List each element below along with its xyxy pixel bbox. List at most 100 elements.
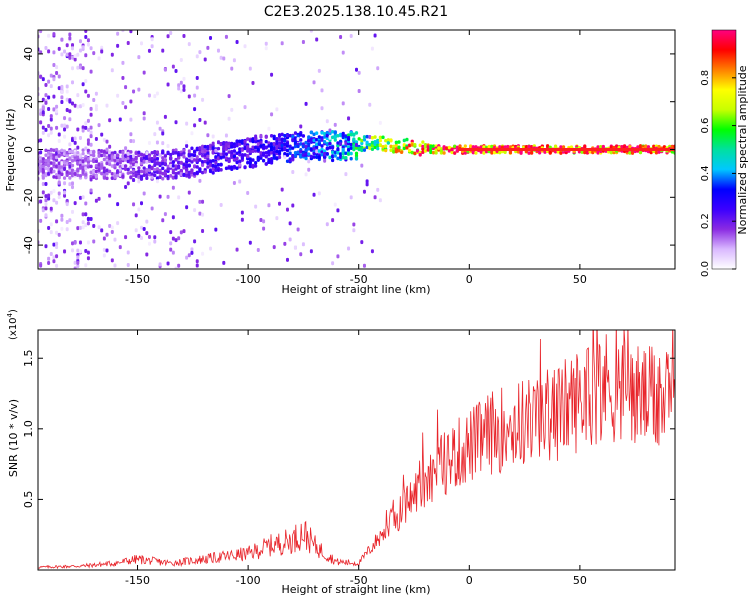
spectrogram-cell (113, 158, 117, 162)
spectrogram-noise-cell (145, 219, 149, 224)
spectrogram-noise-cell (224, 133, 228, 138)
spectrogram-cell (360, 148, 364, 153)
spectrogram-noise-cell (344, 172, 348, 177)
spectrogram-cell (293, 136, 298, 141)
spectrogram-noise-cell (81, 195, 85, 200)
spectrogram-cell (161, 171, 165, 176)
spectrogram-cell (283, 151, 287, 156)
spectrogram-cell (100, 165, 104, 169)
spectrogram-cell (251, 137, 255, 142)
spectrogram-cell (397, 148, 401, 153)
spectrogram-noise-cell (86, 221, 90, 226)
spectrogram-cell (487, 144, 491, 149)
spectrogram-noise-cell (71, 43, 75, 48)
spectrogram-cell (524, 144, 528, 149)
spectrogram-cell (52, 169, 56, 174)
spectrogram-cell (288, 147, 292, 151)
spectrogram-noise-cell (68, 32, 72, 37)
spectrogram-cell (325, 136, 329, 141)
spectrogram-cell (370, 147, 375, 152)
spectrogram-cell (264, 162, 268, 166)
spectrogram-cell (248, 157, 252, 161)
spectrogram-cell (137, 169, 141, 174)
spectrogram-noise-cell (227, 116, 231, 121)
spectrogram-cell (153, 173, 157, 178)
spectrogram-cell (362, 137, 367, 142)
spectrogram-noise-cell (166, 82, 170, 87)
spectrogram-cell (352, 147, 356, 152)
spectrogram-cell (177, 160, 181, 165)
spectrogram-cell (232, 154, 237, 159)
spectrogram-noise-cell (304, 101, 308, 106)
spectrogram-cell (474, 145, 478, 149)
spectrogram-noise-cell (39, 108, 43, 113)
spectrogram-noise-cell (161, 218, 165, 223)
spectrogram-cell (39, 164, 43, 168)
spectrogram-cell (100, 171, 104, 176)
spectrogram-noise-cell (92, 98, 96, 103)
spectrogram-noise-cell (44, 206, 48, 211)
spectrogram-cell (129, 154, 133, 159)
spectrogram-cell (331, 150, 335, 155)
spectrogram-cell (84, 173, 88, 177)
spectrogram-noise-cell (296, 137, 300, 142)
spectrogram-cell (445, 146, 449, 151)
x-tick-label: -50 (350, 574, 368, 587)
spectrogram-noise-cell (41, 130, 45, 135)
spectrogram-cell (341, 133, 345, 138)
spectrogram-cell (147, 168, 152, 173)
spectrogram-noise-cell (288, 237, 292, 242)
spectrogram-cell (54, 164, 59, 169)
colorbar-tick-label: 0.4 (700, 165, 711, 181)
spectrogram-noise-cell (198, 117, 202, 122)
spectrogram-noise-cell (105, 232, 109, 237)
spectrogram-noise-cell (47, 167, 51, 172)
spectrogram-noise-cell (140, 201, 144, 206)
spectrogram-noise-cell (137, 179, 141, 184)
spectrogram-noise-cell (153, 160, 157, 165)
spectrogram-noise-cell (68, 218, 72, 223)
spectrogram-cell (503, 145, 507, 149)
spectrogram-noise-cell (73, 53, 77, 58)
spectrogram-cell (431, 150, 436, 155)
spectrogram-noise-cell (352, 228, 356, 233)
spectrogram-noise-cell (171, 64, 175, 69)
spectrogram-cell (349, 142, 353, 147)
spectrogram-noise-cell (126, 181, 130, 186)
spectrogram-noise-cell (121, 164, 125, 169)
spectrogram-noise-cell (55, 125, 59, 130)
spectrogram-cell (243, 146, 247, 151)
spectrogram-cell (323, 139, 327, 144)
spectrogram-cell (392, 150, 396, 154)
spectrogram-noise-cell (78, 104, 82, 109)
spectrogram-cell (41, 176, 45, 180)
spectrogram-cell (44, 148, 48, 153)
spectrogram-noise-cell (44, 181, 48, 186)
spectrogram-noise-cell (94, 104, 98, 109)
spectrogram-cell (455, 145, 459, 150)
spectrogram-noise-cell (71, 209, 75, 214)
spectrogram-cell (198, 151, 202, 155)
spectrogram-cell (166, 167, 170, 172)
spectrogram-cell (662, 145, 666, 149)
spectrogram-cell (227, 150, 231, 154)
spectrogram-cell (179, 152, 183, 157)
spectrogram-cell (490, 151, 494, 155)
spectrogram-cell (498, 150, 502, 155)
spectrogram-cell (325, 130, 329, 135)
spectrogram-noise-cell (57, 86, 61, 91)
spectrogram-cell (405, 146, 409, 150)
spectrogram-cell (262, 151, 266, 155)
spectrogram-noise-cell (357, 70, 361, 75)
spectrogram-cell (317, 149, 321, 153)
spectrogram-noise-cell (169, 163, 173, 168)
spectrogram-noise-cell (320, 88, 324, 93)
spectrogram-noise-cell (81, 102, 85, 107)
spectrogram-cell (177, 152, 181, 157)
spectrogram-cell (39, 168, 43, 172)
snr-x-ticks: -150 -100 -50 0 50 (125, 330, 587, 587)
spectrogram-noise-cell (86, 42, 90, 47)
spectrogram-noise-cell (100, 132, 104, 137)
spectrogram-noise-cell (76, 93, 80, 98)
spectrogram-noise-cell (73, 57, 77, 62)
